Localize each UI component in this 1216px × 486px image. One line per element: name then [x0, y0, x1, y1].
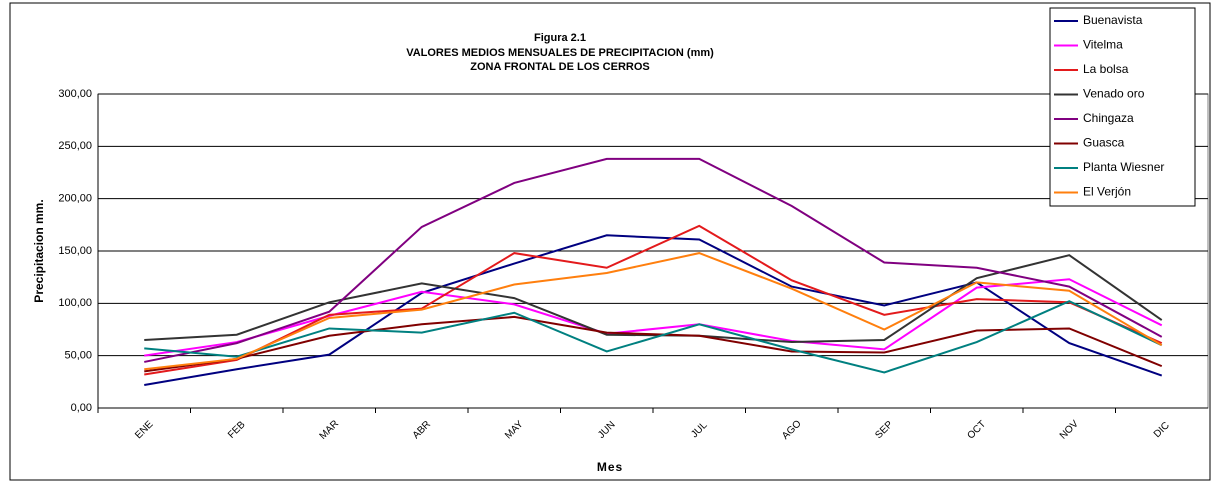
y-tick-label: 200,00 — [58, 193, 92, 205]
chart-subtitle: ZONA FRONTAL DE LOS CERROS — [470, 61, 649, 73]
series-line — [144, 224, 1163, 376]
legend — [1049, 7, 1196, 207]
legend-label: La bolsa — [1083, 62, 1129, 76]
series-line — [144, 254, 1163, 344]
y-tick-label: 250,00 — [58, 140, 92, 152]
y-axis-label: Precipitacion mm. — [32, 199, 46, 302]
legend-label: Venado oro — [1083, 87, 1145, 101]
legend-label: Planta Wiesner — [1083, 160, 1164, 174]
chart-subtitle: VALORES MEDIOS MENSUALES DE PRECIPITACIO… — [406, 47, 714, 59]
legend-label: El Verjón — [1083, 185, 1131, 199]
y-tick-label: 0,00 — [71, 402, 92, 414]
legend-label: Guasca — [1083, 136, 1125, 150]
series-line — [144, 234, 1163, 386]
series-line — [144, 315, 1163, 373]
y-tick-label: 50,00 — [64, 350, 92, 362]
legend-label: Chingaza — [1083, 111, 1134, 125]
legend-label: Buenavista — [1083, 13, 1143, 27]
y-tick-label: 100,00 — [58, 297, 92, 309]
series-line — [144, 300, 1163, 374]
legend-label: Vitelma — [1083, 38, 1123, 52]
series-line — [144, 252, 1163, 371]
series-line — [144, 157, 1163, 363]
chart-title: Figura 2.1 — [534, 32, 586, 44]
series-line — [144, 278, 1163, 357]
y-tick-label: 300,00 — [58, 88, 92, 100]
y-tick-label: 150,00 — [58, 245, 92, 257]
x-axis-label: Mes — [597, 460, 623, 474]
